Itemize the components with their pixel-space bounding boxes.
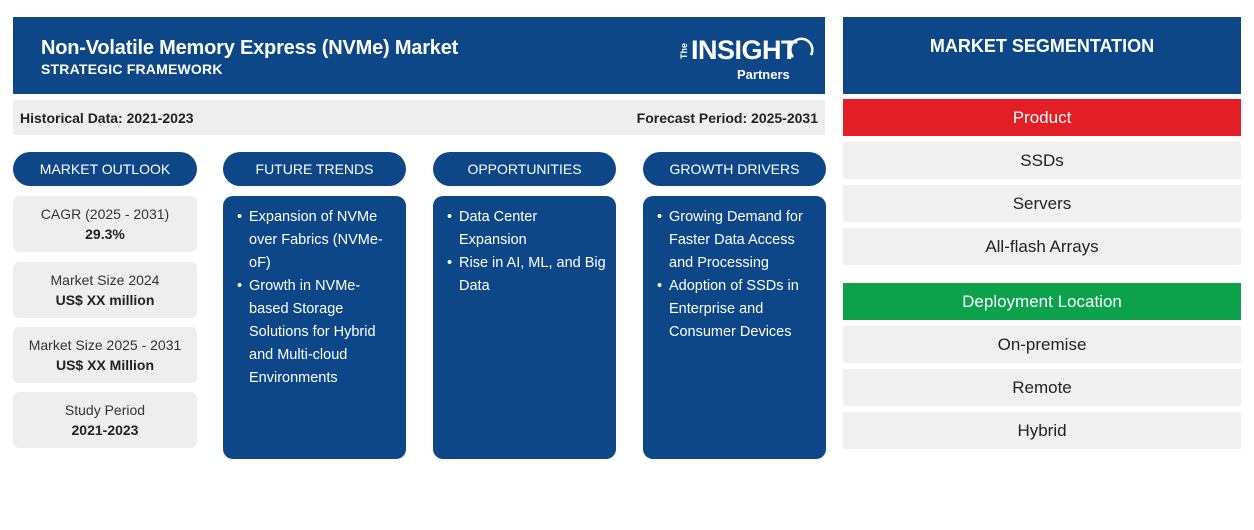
logo-arc-icon [789, 37, 814, 58]
stat-label: CAGR (2025 - 2031) [40, 206, 170, 222]
segment-item-servers: Servers [843, 185, 1241, 222]
segment-item-ssds: SSDs [843, 142, 1241, 179]
stat-value: 29.3% [85, 226, 125, 242]
logo-main-text: INSIGHT [691, 35, 798, 65]
forecast-period: Forecast Period: 2025-2031 [636, 110, 818, 126]
growth-drivers-heading: GROWTH DRIVERS [643, 152, 826, 186]
segment-item-remote: Remote [843, 369, 1241, 406]
page-title: Non-Volatile Memory Express (NVMe) Marke… [41, 37, 459, 59]
period-bar: Historical Data: 2021-2023 Forecast Peri… [13, 100, 825, 135]
logo-sub-text: Partners [737, 67, 790, 82]
opportunities-heading: OPPORTUNITIES [433, 152, 616, 186]
future-trends-panel: Expansion of NVMe over Fabrics (NVMe-oF)… [223, 196, 406, 459]
header-banner: Non-Volatile Memory Express (NVMe) Marke… [13, 17, 825, 94]
future-trends-heading: FUTURE TRENDS [223, 152, 406, 186]
stat-market-size-forecast: Market Size 2025 - 2031 US$ XX Million [13, 327, 197, 383]
growth-drivers-panel: Growing Demand for Faster Data Access an… [643, 196, 826, 459]
segmentation-heading: MARKET SEGMENTATION [843, 17, 1241, 94]
segment-category-deployment: Deployment Location [843, 283, 1241, 320]
stat-cagr: CAGR (2025 - 2031) 29.3% [13, 196, 197, 252]
segment-item-on-premise: On-premise [843, 326, 1241, 363]
opportunities-panel: Data Center Expansion Rise in AI, ML, an… [433, 196, 616, 459]
stat-market-size-2024: Market Size 2024 US$ XX million [13, 262, 197, 318]
stat-label: Market Size 2024 [50, 272, 160, 288]
stat-label: Study Period [64, 402, 146, 418]
list-item: Adoption of SSDs in Enterprise and Consu… [657, 275, 816, 344]
segment-item-hybrid: Hybrid [843, 412, 1241, 449]
segment-item-all-flash-arrays: All-flash Arrays [843, 228, 1241, 265]
company-logo: The INSIGHT Partners [675, 33, 825, 85]
list-item: Expansion of NVMe over Fabrics (NVMe-oF) [237, 206, 396, 275]
stat-value: US$ XX Million [55, 357, 154, 373]
list-item: Rise in AI, ML, and Big Data [447, 252, 606, 298]
list-item: Data Center Expansion [447, 206, 606, 252]
stat-label: Market Size 2025 - 2031 [28, 337, 182, 353]
stat-value: 2021-2023 [71, 422, 139, 438]
list-item: Growing Demand for Faster Data Access an… [657, 206, 816, 275]
historical-data: Historical Data: 2021-2023 [20, 110, 194, 126]
market-outlook-heading: MARKET OUTLOOK [13, 152, 197, 186]
stat-value: US$ XX million [55, 292, 155, 308]
logo-prefix: The [679, 42, 689, 59]
segment-category-product: Product [843, 99, 1241, 136]
list-item: Growth in NVMe-based Storage Solutions f… [237, 275, 396, 390]
stat-study-period: Study Period 2021-2023 [13, 392, 197, 448]
page-subtitle: STRATEGIC FRAMEWORK [41, 61, 223, 77]
